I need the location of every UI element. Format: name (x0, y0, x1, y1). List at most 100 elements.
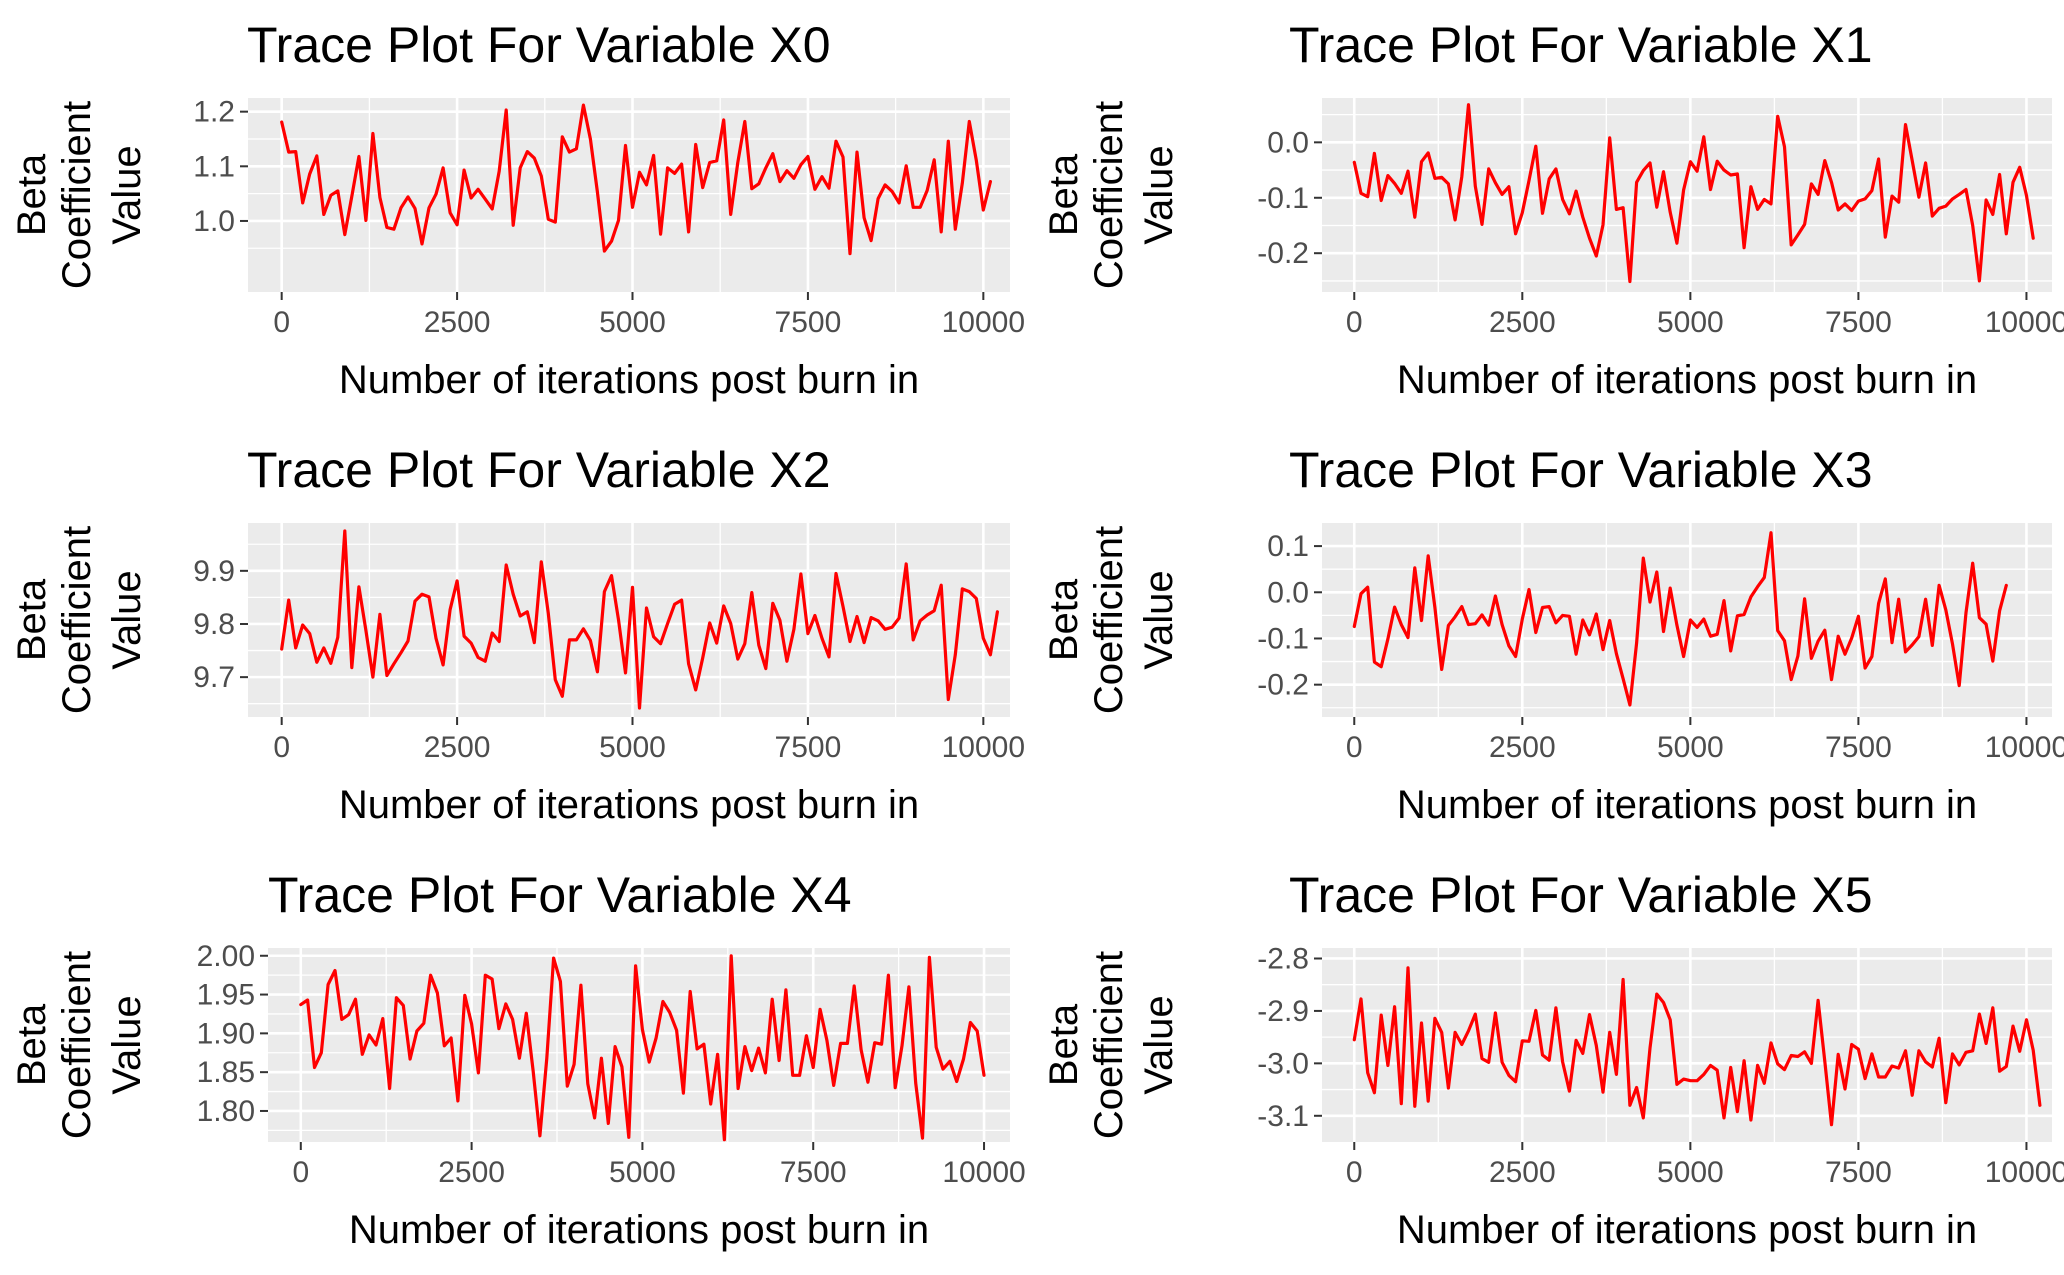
x-tick-label: 0 (1346, 1156, 1363, 1189)
x-tick-label: 5000 (1657, 1156, 1724, 1189)
chart-svg-x2: Trace Plot For Variable X2 Beta Coefficien… (10, 442, 1025, 827)
y-tick-label: 1.2 (193, 96, 235, 129)
y-tick-label: 0.0 (1267, 576, 1309, 609)
y-tick-label: 9.9 (193, 555, 235, 588)
chart-svg-x3: Trace Plot For Variable X3 Beta Coefficien… (1042, 442, 2064, 827)
x-axis-label: Number of iterations post burn in (339, 358, 919, 402)
y-tick-label: 1.1 (193, 150, 235, 183)
x-tick-label: 2500 (1489, 731, 1556, 764)
x-tick-label: 2500 (1489, 1156, 1556, 1189)
y-tick-label: 0.0 (1267, 126, 1309, 159)
trace-line (1352, 966, 2042, 1127)
x-tick-label: 7500 (775, 306, 842, 339)
chart-title: Trace Plot For Variable X3 (1289, 442, 1873, 498)
y-axis-label-line: Beta (1042, 153, 1086, 236)
x-tick-label: 2500 (1489, 306, 1556, 339)
chart-title: Trace Plot For Variable X4 (268, 867, 852, 923)
y-axis-label-line: Value (105, 145, 149, 244)
chart-title: Trace Plot For Variable X1 (1289, 17, 1873, 73)
x-tick-label: 10000 (1985, 306, 2064, 339)
y-tick-label: 9.8 (193, 608, 235, 641)
y-tick-label: 1.0 (193, 205, 235, 238)
trace-line (280, 103, 993, 256)
y-axis-label-line: Coefficient (55, 951, 99, 1139)
y-axis-label-line: Coefficient (55, 101, 99, 289)
x-tick-label: 10000 (1985, 1156, 2064, 1189)
y-tick-label: 9.7 (193, 661, 235, 694)
plot-background (248, 98, 1010, 292)
trace-line (1352, 531, 2008, 707)
x-tick-label: 2500 (424, 306, 491, 339)
y-tick-label: -2.8 (1257, 942, 1309, 975)
chart-svg-x1: Trace Plot For Variable X1 Beta Coefficien… (1042, 17, 2064, 402)
trace-line (1352, 103, 2035, 284)
y-axis-label-line: Value (105, 995, 149, 1094)
y-axis-label-line: Value (1137, 570, 1181, 669)
y-tick-label: -3.1 (1257, 1100, 1309, 1133)
x-tick-label: 7500 (1825, 306, 1892, 339)
x-axis-label: Number of iterations post burn in (1397, 783, 1977, 827)
x-tick-label: 10000 (1985, 731, 2064, 764)
x-tick-label: 10000 (942, 731, 1025, 764)
chart-title: Trace Plot For Variable X0 (247, 17, 831, 73)
y-tick-label: -3.0 (1257, 1047, 1309, 1080)
trace-plot-x3: Trace Plot For Variable X3 Beta Coefficien… (1032, 425, 2064, 850)
x-tick-label: 10000 (942, 1156, 1025, 1189)
chart-svg-x0: Trace Plot For Variable X0 Beta Coefficien… (10, 17, 1025, 402)
trace-line (280, 529, 1000, 710)
x-tick-label: 0 (1346, 731, 1363, 764)
chart-title: Trace Plot For Variable X2 (247, 442, 831, 498)
y-tick-label: 1.95 (197, 979, 255, 1012)
trace-plot-x1: Trace Plot For Variable X1 Beta Coefficien… (1032, 0, 2064, 425)
x-tick-label: 5000 (599, 306, 666, 339)
y-tick-label: 1.90 (197, 1017, 255, 1050)
y-axis-label-line: Coefficient (1087, 101, 1131, 289)
y-axis-label-line: Coefficient (55, 526, 99, 714)
x-tick-label: 2500 (424, 731, 491, 764)
y-tick-label: 1.85 (197, 1056, 255, 1089)
trace-line (299, 954, 986, 1142)
y-tick-label: 0.1 (1267, 530, 1309, 563)
trace-plot-x5: Trace Plot For Variable X5 Beta Coefficien… (1032, 850, 2064, 1275)
y-axis-label-line: Beta (10, 1003, 54, 1086)
y-tick-label: -2.9 (1257, 995, 1309, 1028)
trace-plot-x2: Trace Plot For Variable X2 Beta Coefficien… (0, 425, 1032, 850)
x-axis-label: Number of iterations post burn in (339, 783, 919, 827)
y-axis-label-line: Value (105, 570, 149, 669)
y-tick-label: -0.2 (1257, 237, 1309, 270)
y-axis-label-line: Beta (1042, 578, 1086, 661)
y-tick-label: -0.1 (1257, 182, 1309, 215)
x-axis-label: Number of iterations post burn in (1397, 358, 1977, 402)
x-tick-label: 7500 (1825, 731, 1892, 764)
y-tick-label: -0.2 (1257, 669, 1309, 702)
y-axis-label-line: Value (1137, 995, 1181, 1094)
x-axis-label: Number of iterations post burn in (1397, 1208, 1977, 1252)
trace-plot-x4: Trace Plot For Variable X4 Beta Coefficien… (0, 850, 1032, 1275)
y-axis-label-line: Beta (1042, 1003, 1086, 1086)
y-axis-label-line: Beta (10, 578, 54, 661)
y-tick-label: -0.1 (1257, 622, 1309, 655)
y-axis-label-line: Value (1137, 145, 1181, 244)
x-tick-label: 5000 (609, 1156, 676, 1189)
x-tick-label: 2500 (438, 1156, 505, 1189)
y-tick-label: 1.80 (197, 1095, 255, 1128)
chart-title: Trace Plot For Variable X5 (1289, 867, 1873, 923)
x-tick-label: 0 (273, 731, 290, 764)
x-tick-label: 7500 (775, 731, 842, 764)
y-axis-label-line: Coefficient (1087, 526, 1131, 714)
x-tick-label: 0 (292, 1156, 309, 1189)
x-tick-label: 5000 (1657, 306, 1724, 339)
y-axis-label-line: Beta (10, 153, 54, 236)
chart-svg-x5: Trace Plot For Variable X5 Beta Coefficien… (1042, 867, 2064, 1252)
x-tick-label: 5000 (1657, 731, 1724, 764)
x-axis-label: Number of iterations post burn in (349, 1208, 929, 1252)
trace-plot-x0: Trace Plot For Variable X0 Beta Coefficien… (0, 0, 1032, 425)
x-tick-label: 10000 (942, 306, 1025, 339)
chart-svg-x4: Trace Plot For Variable X4 Beta Coefficien… (10, 867, 1026, 1252)
x-tick-label: 5000 (599, 731, 666, 764)
x-tick-label: 7500 (1825, 1156, 1892, 1189)
y-tick-label: 2.00 (197, 940, 255, 973)
y-axis-label-line: Coefficient (1087, 951, 1131, 1139)
x-tick-label: 7500 (780, 1156, 847, 1189)
x-tick-label: 0 (1346, 306, 1363, 339)
